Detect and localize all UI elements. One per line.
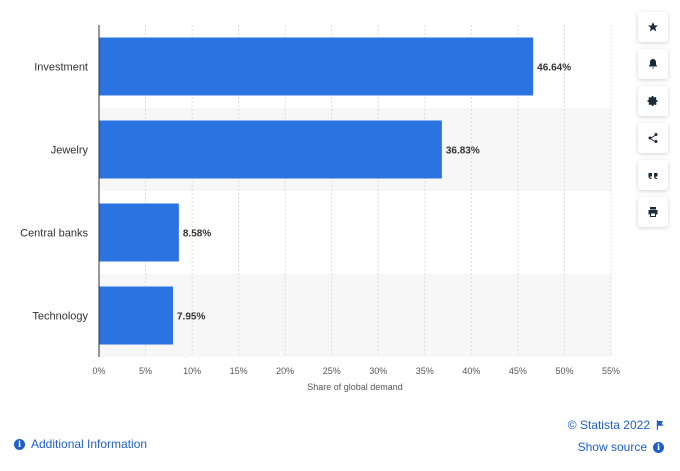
bar[interactable]	[99, 286, 174, 345]
value-label: 7.95%	[177, 312, 205, 323]
category-label: Technology	[32, 311, 88, 323]
bar[interactable]	[99, 120, 442, 179]
copyright-label: © Statista 2022	[567, 418, 650, 432]
x-tick-label: 35%	[416, 366, 434, 376]
x-tick-label: 20%	[276, 366, 294, 376]
show-source-link[interactable]: Show source i	[578, 440, 664, 454]
bars	[99, 37, 534, 345]
category-label: Central banks	[20, 228, 88, 240]
value-label: 8.58%	[183, 229, 211, 240]
x-axis-ticks: 0% 5% 10% 15% 20% 25% 30% 35% 40% 45% 50% 55%	[92, 366, 620, 376]
x-tick-label: 55%	[602, 366, 620, 376]
star-icon	[648, 22, 658, 32]
share-icon	[648, 133, 658, 143]
value-labels: 46.64% 36.83% 8.58% 7.95%	[177, 63, 571, 323]
value-label: 36.83%	[446, 146, 480, 157]
print-icon	[648, 207, 658, 217]
share-button[interactable]	[638, 123, 668, 153]
additional-information-link[interactable]: i Additional Information	[14, 437, 147, 451]
side-toolbar	[638, 12, 670, 234]
x-tick-label: 25%	[323, 366, 341, 376]
x-tick-label: 40%	[462, 366, 480, 376]
info-icon: i	[14, 438, 25, 450]
cite-button[interactable]	[638, 160, 668, 190]
bar[interactable]	[99, 37, 534, 96]
bar[interactable]	[99, 203, 179, 262]
info-icon: i	[653, 441, 664, 453]
bar-chart: Investment Jewelry Central banks Technology…	[20, 25, 620, 392]
quote-icon	[648, 173, 658, 179]
additional-information-label: Additional Information	[31, 437, 148, 451]
flag-icon	[656, 420, 664, 430]
x-axis-title: Share of global demand	[307, 382, 403, 392]
copyright-link[interactable]: © Statista 2022	[568, 418, 664, 432]
favorite-button[interactable]	[638, 12, 668, 42]
gear-icon	[647, 96, 658, 107]
x-tick-label: 45%	[509, 366, 527, 376]
notification-button[interactable]	[638, 49, 668, 79]
x-tick-label: 5%	[139, 366, 152, 376]
x-tick-label: 50%	[555, 366, 573, 376]
x-tick-label: 0%	[92, 366, 105, 376]
category-label: Jewelry	[51, 145, 89, 157]
value-label: 46.64%	[537, 63, 571, 74]
row-band	[99, 274, 611, 357]
category-label: Investment	[34, 62, 88, 74]
x-tick-label: 10%	[183, 366, 201, 376]
x-tick-label: 30%	[369, 366, 387, 376]
show-source-label: Show source	[577, 440, 647, 454]
print-button[interactable]	[638, 197, 668, 227]
bell-icon	[649, 59, 657, 69]
category-labels: Investment Jewelry Central banks Technology	[20, 62, 88, 323]
settings-button[interactable]	[638, 86, 668, 116]
x-tick-label: 15%	[230, 366, 248, 376]
